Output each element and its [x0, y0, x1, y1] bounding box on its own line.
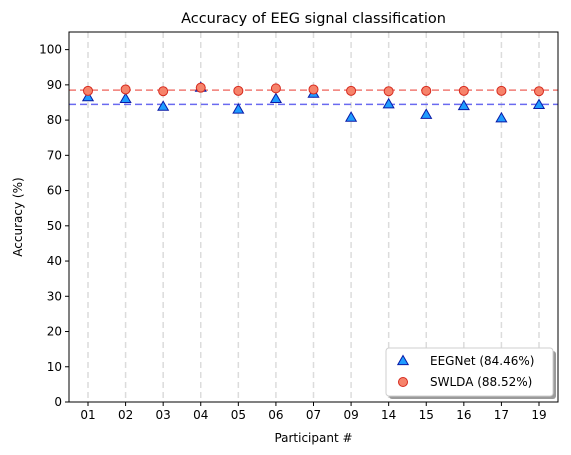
x-tick-label-05: 05	[231, 408, 246, 422]
marker-circle-01	[83, 85, 93, 96]
marker-circle-03	[158, 86, 169, 97]
x-tick-label-07: 07	[306, 408, 321, 422]
x-tick-label-14: 14	[381, 408, 396, 422]
x-axis-label: Participant #	[274, 431, 352, 445]
y-tick-label-100: 100	[39, 43, 62, 57]
marker-circle-05	[233, 85, 244, 96]
y-tick-label-70: 70	[47, 148, 62, 162]
marker-circle-16	[458, 85, 469, 96]
marker-circle-07	[308, 84, 319, 95]
x-tick-label-02: 02	[118, 408, 133, 422]
y-tick-label-30: 30	[47, 289, 62, 303]
x-tick-label-16: 16	[456, 408, 471, 422]
x-tick-label-17: 17	[494, 408, 509, 422]
marker-circle-15	[421, 85, 432, 96]
legend-label-series-1: SWLDA (88.52%)	[430, 375, 532, 389]
marker-triangle-03	[157, 100, 170, 111]
x-axis: 01 02 03 04 05 06 07 09 14 15 16 17 19	[80, 402, 547, 422]
x-tick-label-04: 04	[193, 408, 208, 422]
x-tick-label-09: 09	[343, 408, 358, 422]
marker-circle-14	[383, 86, 394, 97]
x-tick-label-06: 06	[268, 408, 283, 422]
marker-circle-19	[534, 86, 544, 97]
y-tick-label-90: 90	[47, 78, 62, 92]
chart-title: Accuracy of EEG signal classification	[181, 11, 446, 27]
legend: EEGNet (84.46%) SWLDA (88.52%)	[385, 347, 556, 399]
y-tick-label-0: 0	[54, 395, 62, 409]
marker-circle-04	[195, 82, 206, 93]
data-markers	[81, 81, 546, 123]
y-tick-label-80: 80	[47, 113, 62, 127]
marker-circle-02	[120, 84, 131, 95]
marker-circle-06	[270, 83, 281, 94]
marker-circle-09	[346, 85, 357, 96]
y-axis: 0 10 20 30 40 50 60 70 80 90 100	[39, 43, 69, 409]
legend-marker-triangle	[396, 354, 410, 366]
y-tick-label-10: 10	[47, 360, 62, 374]
legend-label-series-0: EEGNet (84.46%)	[430, 354, 534, 368]
marker-triangle-14	[382, 97, 395, 109]
legend-marker-circle	[398, 377, 408, 387]
x-tick-label-03: 03	[156, 408, 171, 422]
marker-triangle-05	[232, 103, 245, 114]
legend-box	[385, 347, 554, 397]
marker-triangle-15	[420, 108, 433, 119]
marker-circle-17	[496, 85, 507, 96]
x-tick-label-19: 19	[531, 408, 546, 422]
x-tick-label-15: 15	[419, 408, 434, 422]
marker-triangle-17	[495, 111, 508, 123]
marker-triangle-02	[119, 92, 132, 104]
x-tick-label-01: 01	[80, 408, 95, 422]
marker-triangle-16	[457, 99, 470, 111]
marker-triangle-01	[81, 90, 95, 102]
y-axis-label: Accuracy (%)	[11, 177, 25, 256]
marker-triangle-19	[532, 98, 546, 110]
y-tick-label-40: 40	[47, 254, 62, 268]
y-tick-label-20: 20	[47, 325, 62, 339]
marker-triangle-09	[344, 111, 358, 122]
y-tick-label-50: 50	[47, 219, 62, 233]
marker-triangle-06	[269, 92, 283, 104]
y-tick-label-60: 60	[47, 184, 62, 198]
